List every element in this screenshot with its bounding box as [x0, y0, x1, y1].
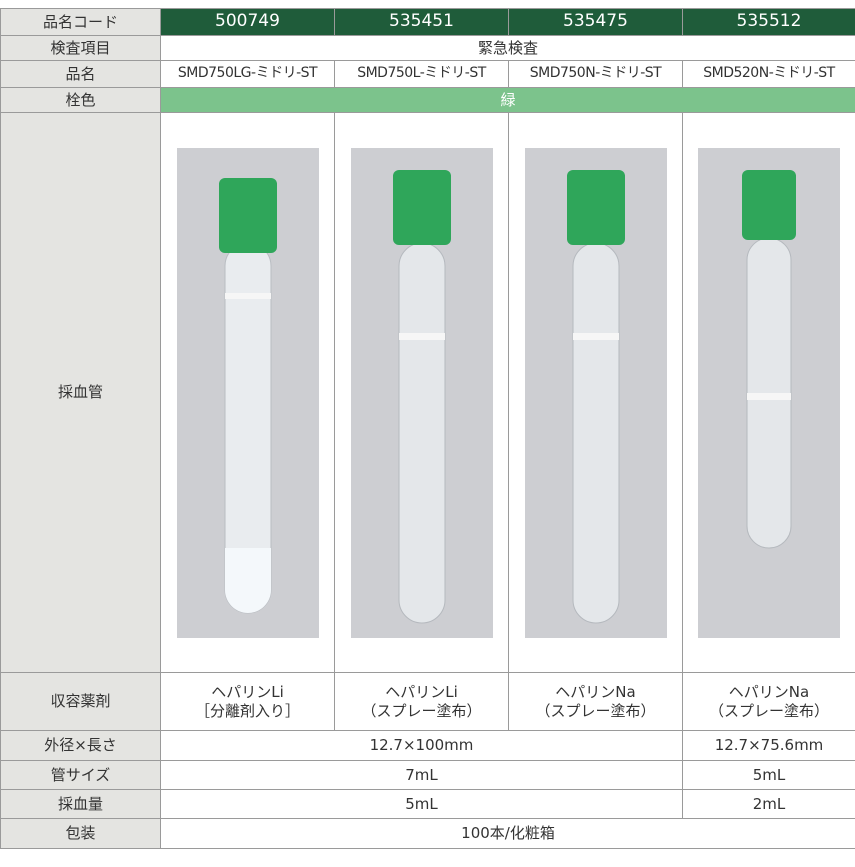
cell: ヘパリンNa（スプレー塗布）: [509, 673, 683, 731]
cell: ヘパリンNa（スプレー塗布）: [683, 673, 855, 731]
row-label: 採血量: [1, 790, 161, 819]
code: 535475: [509, 9, 683, 36]
row-label: 管サイズ: [1, 761, 161, 790]
cell: ヘパリンLi（スプレー塗布）: [335, 673, 509, 731]
header-row: 品名コード 500749 535451 535475 535512: [1, 9, 855, 36]
row: 管サイズ 7mL 5mL: [1, 761, 855, 790]
tube-image: [177, 148, 319, 638]
row-label: 栓色: [1, 88, 161, 113]
image-cell: [509, 113, 683, 673]
row: 検査項目 緊急検査: [1, 36, 855, 61]
row: 栓色 緑: [1, 88, 855, 113]
row: 採血量 5mL 2mL: [1, 790, 855, 819]
code: 535451: [335, 9, 509, 36]
tube-image: [351, 148, 493, 638]
cell: 緊急検査: [161, 36, 855, 61]
tube-image: [698, 148, 840, 638]
spec-table: 品名コード 500749 535451 535475 535512 検査項目 緊…: [0, 8, 855, 849]
cell: 2mL: [683, 790, 855, 819]
cell: 5mL: [161, 790, 683, 819]
cell: SMD750N-ミドリ-ST: [509, 61, 683, 88]
code: 500749: [161, 9, 335, 36]
cell: 緑: [161, 88, 855, 113]
tube-image: [525, 148, 667, 638]
row-label: 外径×長さ: [1, 731, 161, 761]
cell: SMD750L-ミドリ-ST: [335, 61, 509, 88]
line: （スプレー塗布）: [335, 702, 508, 721]
row: 収容薬剤 ヘパリンLi［分離剤入り］ ヘパリンLi（スプレー塗布） ヘパリンNa…: [1, 673, 855, 731]
line: ヘパリンLi: [161, 683, 334, 702]
line: ヘパリンNa: [509, 683, 682, 702]
line: ヘパリンNa: [683, 683, 855, 702]
cell: 100本/化粧箱: [161, 819, 855, 849]
line: ［分離剤入り］: [161, 702, 334, 721]
cell: SMD750LG-ミドリ-ST: [161, 61, 335, 88]
cell: ヘパリンLi［分離剤入り］: [161, 673, 335, 731]
row: 採血管: [1, 113, 855, 673]
row: 包装 100本/化粧箱: [1, 819, 855, 849]
line: ヘパリンLi: [335, 683, 508, 702]
cell: SMD520N-ミドリ-ST: [683, 61, 855, 88]
row-label: 収容薬剤: [1, 673, 161, 731]
image-cell: [683, 113, 855, 673]
cell: 5mL: [683, 761, 855, 790]
line: （スプレー塗布）: [509, 702, 682, 721]
cell: 12.7×75.6mm: [683, 731, 855, 761]
row: 品名 SMD750LG-ミドリ-ST SMD750L-ミドリ-ST SMD750…: [1, 61, 855, 88]
code: 535512: [683, 9, 855, 36]
page: 品名コード 500749 535451 535475 535512 検査項目 緊…: [0, 8, 855, 867]
row-label: 検査項目: [1, 36, 161, 61]
row-label: 包装: [1, 819, 161, 849]
line: （スプレー塗布）: [683, 702, 855, 721]
cell: 7mL: [161, 761, 683, 790]
row-label: 採血管: [1, 113, 161, 673]
image-cell: [335, 113, 509, 673]
image-cell: [161, 113, 335, 673]
cell: 12.7×100mm: [161, 731, 683, 761]
header-label: 品名コード: [1, 9, 161, 36]
row: 外径×長さ 12.7×100mm 12.7×75.6mm: [1, 731, 855, 761]
row-label: 品名: [1, 61, 161, 88]
